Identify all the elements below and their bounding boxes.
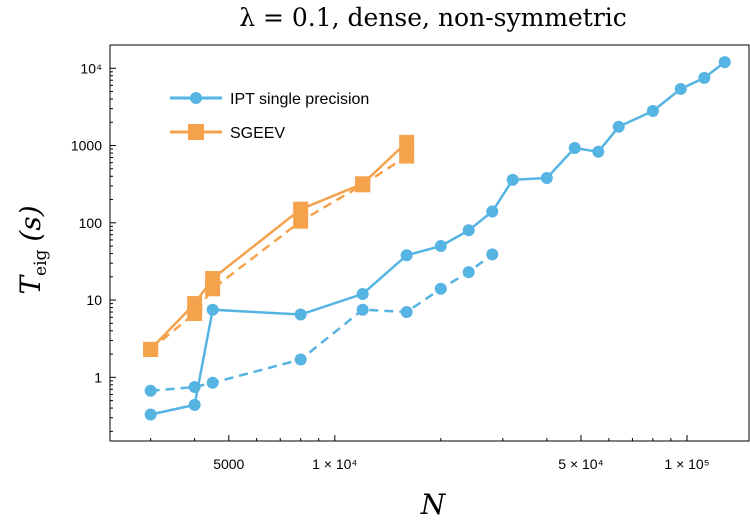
- data-point-circle: [646, 104, 659, 117]
- legend-marker-circle: [190, 92, 202, 104]
- data-point-circle: [506, 173, 519, 186]
- data-point-circle: [698, 71, 711, 84]
- data-point-square: [399, 134, 415, 150]
- series-3: [143, 148, 415, 357]
- y-tick-label: 10⁴: [80, 60, 102, 76]
- y-axis-title-unit: (s): [14, 205, 47, 241]
- data-point-circle: [144, 384, 157, 397]
- x-tick-label: 1 × 10⁵: [664, 456, 709, 472]
- y-tick-label: 100: [79, 215, 103, 231]
- data-point-circle: [206, 303, 219, 316]
- data-point-square: [143, 341, 159, 357]
- y-axis-ticks: 1 10 100 1000 10⁴: [71, 60, 116, 432]
- data-point-circle: [434, 240, 447, 253]
- y-tick-label: 1000: [71, 138, 102, 154]
- series-line: [150, 61, 726, 416]
- data-point-circle: [400, 306, 413, 319]
- data-point-circle: [294, 308, 307, 321]
- data-point-circle: [592, 145, 605, 158]
- data-point-circle: [540, 171, 553, 184]
- data-point-circle: [612, 120, 625, 133]
- data-point-circle: [206, 376, 219, 389]
- y-axis-title: Teig (s): [14, 205, 51, 294]
- y-tick-label: 10: [86, 292, 102, 308]
- data-point-circle: [568, 141, 581, 154]
- data-point-square: [293, 213, 309, 229]
- data-point-circle: [294, 353, 307, 366]
- chart-title: λ = 0.1, dense, non-symmetric: [239, 3, 627, 32]
- data-point-circle: [718, 56, 731, 69]
- data-point-circle: [356, 287, 369, 300]
- series-0: [144, 56, 731, 421]
- x-tick-label: 5 × 10⁴: [558, 456, 603, 472]
- legend: IPT single precision SGEEV: [170, 91, 369, 142]
- data-point-circle: [434, 282, 447, 295]
- data-point-square: [205, 281, 221, 297]
- data-point-circle: [144, 408, 157, 421]
- legend-label-ipt: IPT single precision: [230, 91, 369, 108]
- y-axis-title-sub: eig: [31, 249, 51, 275]
- data-point-square: [355, 177, 371, 193]
- y-tick-label: 1: [94, 369, 102, 385]
- data-point-circle: [486, 248, 499, 261]
- y-axis-title-main: T: [14, 274, 47, 295]
- series-1: [144, 248, 499, 397]
- data-point-circle: [400, 249, 413, 262]
- x-tick-label: 1 × 10⁴: [312, 456, 357, 472]
- legend-entry-sgeev: SGEEV: [170, 124, 285, 142]
- series-layer: [143, 56, 731, 421]
- data-point-circle: [674, 82, 687, 95]
- legend-entry-ipt: IPT single precision: [170, 91, 369, 108]
- data-point-square: [187, 306, 203, 322]
- data-point-square: [293, 201, 309, 217]
- legend-marker-square: [188, 124, 204, 140]
- legend-label-sgeev: SGEEV: [230, 125, 285, 142]
- data-point-circle: [486, 205, 499, 218]
- x-axis-title: N: [420, 488, 447, 521]
- data-point-circle: [356, 303, 369, 316]
- data-point-square: [399, 148, 415, 164]
- data-point-circle: [188, 380, 201, 393]
- series-2: [143, 134, 415, 357]
- x-axis-ticks: 5000 1 × 10⁴ 5 × 10⁴ 1 × 10⁵: [150, 435, 710, 472]
- plot-frame: [109, 44, 750, 442]
- data-point-circle: [462, 224, 475, 237]
- svg-text:Teig(s): Teig (s): [14, 205, 51, 294]
- data-point-circle: [462, 266, 475, 279]
- data-point-circle: [188, 398, 201, 411]
- x-tick-label: 5000: [213, 456, 244, 472]
